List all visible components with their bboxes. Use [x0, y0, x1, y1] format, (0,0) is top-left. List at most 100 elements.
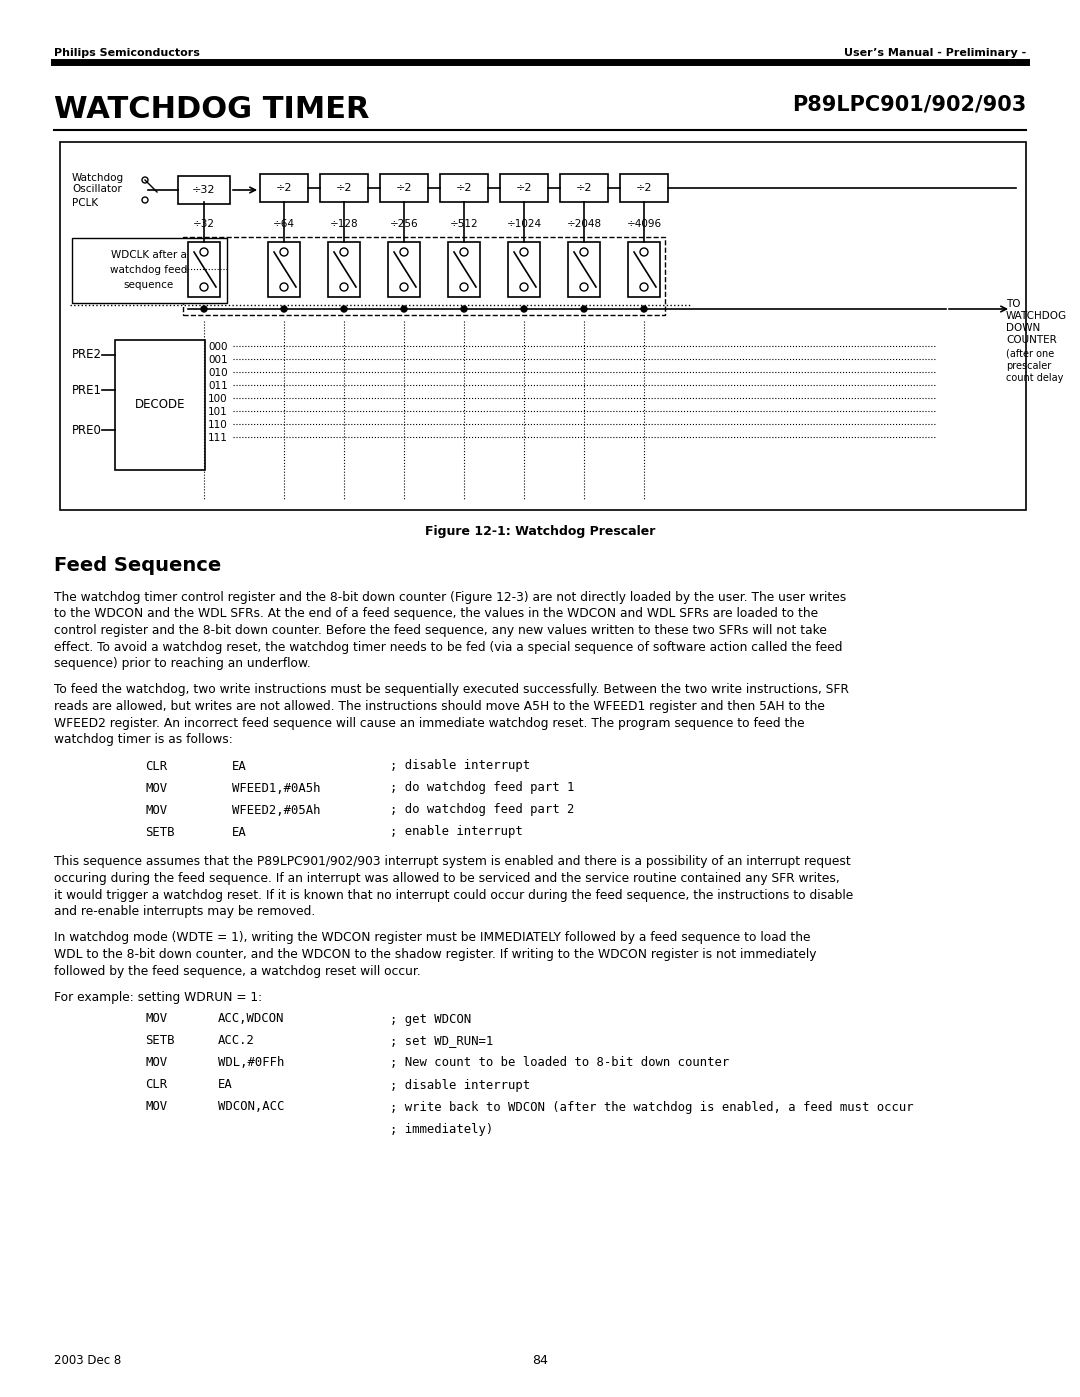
Text: This sequence assumes that the P89LPC901/902/903 interrupt system is enabled and: This sequence assumes that the P89LPC901…: [54, 855, 851, 869]
Text: P89LPC901/902/903: P89LPC901/902/903: [792, 95, 1026, 115]
Text: PCLK: PCLK: [72, 198, 98, 208]
Text: watchdog feed: watchdog feed: [110, 265, 188, 275]
Text: WATCHDOG TIMER: WATCHDOG TIMER: [54, 95, 369, 124]
Text: PRE1: PRE1: [72, 384, 102, 397]
Text: 84: 84: [532, 1354, 548, 1368]
Text: ÷2: ÷2: [456, 183, 472, 193]
Text: ÷2048: ÷2048: [566, 219, 602, 229]
Bar: [508, 242, 540, 298]
Text: WFEED2,#05Ah: WFEED2,#05Ah: [232, 803, 321, 816]
Text: WATCHDOG: WATCHDOG: [1005, 312, 1067, 321]
Text: EA: EA: [232, 826, 246, 838]
Bar: [320, 175, 368, 203]
Text: followed by the feed sequence, a watchdog reset will occur.: followed by the feed sequence, a watchdo…: [54, 964, 421, 978]
Text: MOV: MOV: [145, 803, 167, 816]
Text: and re-enable interrupts may be removed.: and re-enable interrupts may be removed.: [54, 905, 315, 918]
Text: For example: setting WDRUN = 1:: For example: setting WDRUN = 1:: [54, 990, 262, 1004]
Text: control register and the 8-bit down counter. Before the feed sequence, any new v: control register and the 8-bit down coun…: [54, 624, 827, 637]
Bar: [183, 237, 665, 314]
Text: SETB: SETB: [145, 826, 175, 838]
Bar: [620, 175, 669, 203]
Text: 000: 000: [208, 342, 228, 352]
Text: sequence: sequence: [124, 279, 174, 291]
Text: 101: 101: [208, 407, 228, 416]
Bar: [448, 242, 480, 298]
Text: MOV: MOV: [145, 1101, 167, 1113]
Text: ; get WDCON: ; get WDCON: [390, 1013, 471, 1025]
Bar: [388, 242, 420, 298]
Text: (after one: (after one: [1005, 349, 1054, 359]
Text: count delay: count delay: [1005, 373, 1064, 383]
Text: COUNTER: COUNTER: [1005, 335, 1056, 345]
Text: watchdog timer is as follows:: watchdog timer is as follows:: [54, 733, 233, 746]
Text: ; set WD_RUN=1: ; set WD_RUN=1: [390, 1035, 494, 1048]
Text: ; New count to be loaded to 8-bit down counter: ; New count to be loaded to 8-bit down c…: [390, 1056, 729, 1070]
Bar: [178, 176, 230, 204]
Text: DOWN: DOWN: [1005, 323, 1040, 332]
Circle shape: [581, 306, 588, 312]
Text: ; disable interrupt: ; disable interrupt: [390, 1078, 530, 1091]
Text: User’s Manual - Preliminary -: User’s Manual - Preliminary -: [843, 47, 1026, 59]
Text: ÷2: ÷2: [275, 183, 293, 193]
Text: it would trigger a watchdog reset. If it is known that no interrupt could occur : it would trigger a watchdog reset. If it…: [54, 888, 853, 901]
Text: WDL to the 8-bit down counter, and the WDCON to the shadow register. If writing : WDL to the 8-bit down counter, and the W…: [54, 949, 816, 961]
Text: ; do watchdog feed part 1: ; do watchdog feed part 1: [390, 781, 575, 795]
Text: ÷64: ÷64: [273, 219, 295, 229]
Text: MOV: MOV: [145, 1056, 167, 1070]
Text: ; do watchdog feed part 2: ; do watchdog feed part 2: [390, 803, 575, 816]
Text: EA: EA: [232, 760, 246, 773]
Text: DECODE: DECODE: [135, 398, 186, 412]
Text: Oscillator: Oscillator: [72, 184, 122, 194]
Text: 010: 010: [208, 367, 228, 379]
Text: PRE2: PRE2: [72, 348, 102, 362]
Text: WFEED2 register. An incorrect feed sequence will cause an immediate watchdog res: WFEED2 register. An incorrect feed seque…: [54, 717, 805, 729]
Bar: [268, 242, 300, 298]
Text: CLR: CLR: [145, 1078, 167, 1091]
Circle shape: [521, 306, 527, 312]
Text: ÷32: ÷32: [193, 219, 215, 229]
Text: The watchdog timer control register and the 8-bit down counter (Figure 12-3) are: The watchdog timer control register and …: [54, 591, 847, 604]
Text: 2003 Dec 8: 2003 Dec 8: [54, 1354, 121, 1368]
Bar: [72, 237, 227, 303]
Text: reads are allowed, but writes are not allowed. The instructions should move A5H : reads are allowed, but writes are not al…: [54, 700, 825, 712]
Text: occuring during the feed sequence. If an interrupt was allowed to be serviced an: occuring during the feed sequence. If an…: [54, 872, 840, 886]
Text: ÷2: ÷2: [576, 183, 592, 193]
Text: ACC,WDCON: ACC,WDCON: [218, 1013, 284, 1025]
Text: WDL,#0FFh: WDL,#0FFh: [218, 1056, 284, 1070]
Text: TO: TO: [1005, 299, 1021, 309]
Text: ÷128: ÷128: [329, 219, 359, 229]
Bar: [568, 242, 600, 298]
Text: CLR: CLR: [145, 760, 167, 773]
Text: ÷1024: ÷1024: [507, 219, 541, 229]
Text: In watchdog mode (WDTE = 1), writing the WDCON register must be IMMEDIATELY foll: In watchdog mode (WDTE = 1), writing the…: [54, 932, 810, 944]
Text: effect. To avoid a watchdog reset, the watchdog timer needs to be fed (via a spe: effect. To avoid a watchdog reset, the w…: [54, 640, 842, 654]
Text: To feed the watchdog, two write instructions must be sequentially executed succe: To feed the watchdog, two write instruct…: [54, 683, 849, 697]
Text: ÷2: ÷2: [395, 183, 413, 193]
Text: WFEED1,#0A5h: WFEED1,#0A5h: [232, 781, 321, 795]
Bar: [380, 175, 428, 203]
Text: 111: 111: [208, 433, 228, 443]
Circle shape: [461, 306, 467, 312]
Text: Watchdog: Watchdog: [72, 173, 124, 183]
Text: ACC.2: ACC.2: [218, 1035, 255, 1048]
Bar: [328, 242, 360, 298]
Text: 011: 011: [208, 381, 228, 391]
Text: ; write back to WDCON (after the watchdog is enabled, a feed must occur: ; write back to WDCON (after the watchdo…: [390, 1101, 914, 1113]
Circle shape: [341, 306, 347, 312]
Text: ÷2: ÷2: [336, 183, 352, 193]
Text: ÷2: ÷2: [516, 183, 532, 193]
Bar: [188, 242, 220, 298]
Bar: [114, 339, 205, 469]
Bar: [60, 142, 1026, 510]
Text: Feed Sequence: Feed Sequence: [54, 556, 221, 576]
Text: WDCON,ACC: WDCON,ACC: [218, 1101, 284, 1113]
Text: Figure 12-1: Watchdog Prescaler: Figure 12-1: Watchdog Prescaler: [424, 525, 656, 538]
Circle shape: [281, 306, 287, 312]
Bar: [500, 175, 548, 203]
Text: MOV: MOV: [145, 781, 167, 795]
Text: Philips Semiconductors: Philips Semiconductors: [54, 47, 200, 59]
Text: WDCLK after a: WDCLK after a: [111, 250, 187, 260]
Text: SETB: SETB: [145, 1035, 175, 1048]
Text: to the WDCON and the WDL SFRs. At the end of a feed sequence, the values in the : to the WDCON and the WDL SFRs. At the en…: [54, 608, 819, 620]
Text: EA: EA: [218, 1078, 233, 1091]
